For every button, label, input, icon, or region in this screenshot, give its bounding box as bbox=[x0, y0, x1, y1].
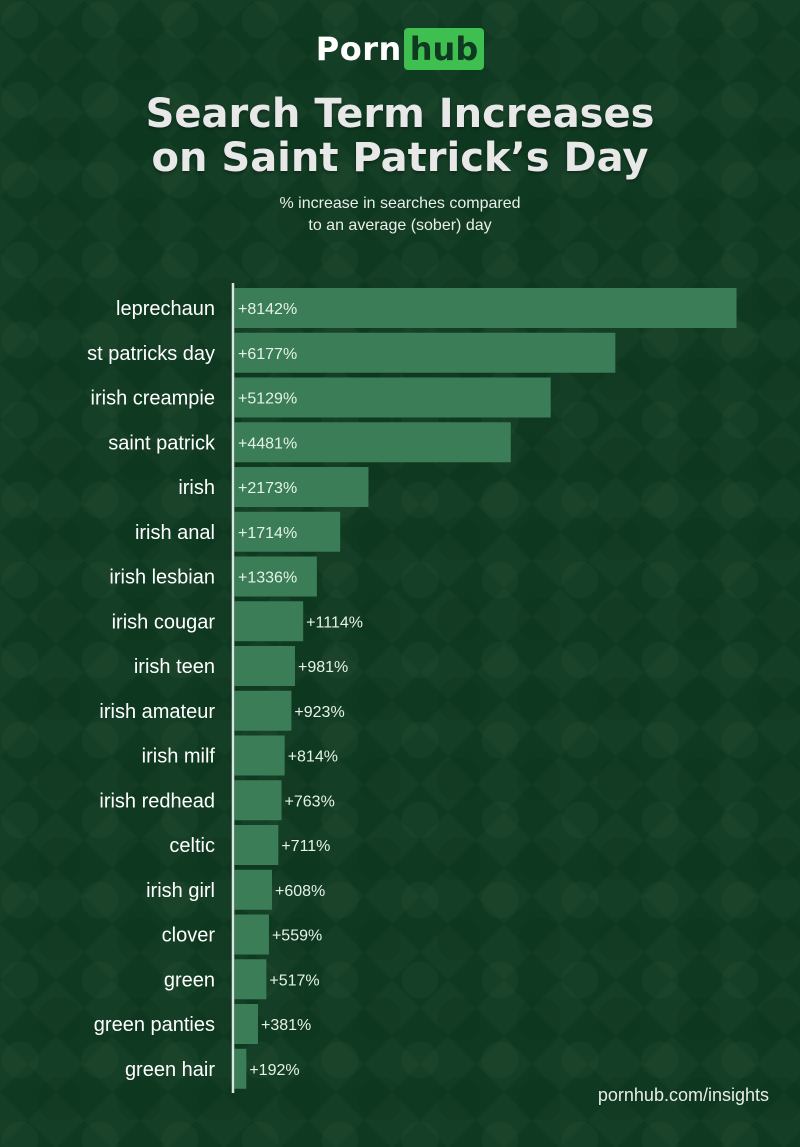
source-link[interactable]: pornhub.com/insights bbox=[597, 1085, 769, 1105]
category-label-11: irish redhead bbox=[99, 790, 215, 812]
value-label-16: +381% bbox=[261, 1017, 311, 1034]
bar-11 bbox=[234, 780, 282, 821]
category-label-6: irish lesbian bbox=[109, 567, 215, 589]
value-label-9: +923% bbox=[294, 704, 344, 721]
category-label-9: irish amateur bbox=[99, 701, 215, 723]
bar-12 bbox=[234, 825, 279, 865]
bar-7 bbox=[234, 601, 304, 642]
bar-15 bbox=[234, 959, 267, 1000]
bar-8 bbox=[234, 646, 295, 686]
category-label-14: clover bbox=[162, 925, 216, 947]
bar-2 bbox=[234, 377, 551, 418]
bar-4 bbox=[234, 467, 369, 507]
chart-title-line-2: on Saint Patrick’s Day bbox=[151, 135, 649, 181]
chart-title-line-1: Search Term Increases bbox=[145, 91, 655, 137]
category-label-15: green bbox=[164, 969, 215, 991]
category-label-0: leprechaun bbox=[116, 298, 215, 320]
category-label-7: irish cougar bbox=[112, 611, 216, 633]
category-label-8: irish teen bbox=[134, 656, 215, 678]
bar-6 bbox=[234, 556, 317, 597]
bar-17 bbox=[234, 1048, 247, 1089]
logo-text-a: Porn bbox=[315, 30, 402, 68]
chart-subtitle: % increase in searches compared to an av… bbox=[0, 193, 800, 237]
bar-10 bbox=[234, 735, 285, 776]
chart-subtitle-line-2: to an average (sober) day bbox=[308, 217, 492, 234]
category-label-13: irish girl bbox=[146, 880, 215, 902]
value-label-1: +6177% bbox=[238, 346, 297, 363]
value-label-6: +1336% bbox=[238, 570, 297, 587]
value-label-0: +8142% bbox=[238, 301, 297, 318]
chart-subtitle-line-1: % increase in searches compared bbox=[279, 195, 521, 212]
bar-1 bbox=[234, 332, 616, 373]
bar-3 bbox=[234, 422, 511, 463]
category-label-5: irish anal bbox=[135, 522, 215, 544]
category-label-4: irish bbox=[178, 477, 215, 499]
value-label-12: +711% bbox=[281, 838, 330, 855]
category-label-2: irish creampie bbox=[91, 388, 215, 410]
value-label-10: +814% bbox=[288, 749, 338, 766]
bar-13 bbox=[234, 869, 272, 910]
category-label-1: st patricks day bbox=[87, 343, 215, 365]
chart-title: Search Term Increases on Saint Patrick’s… bbox=[0, 92, 800, 180]
value-label-7: +1114% bbox=[306, 614, 363, 631]
category-label-17: green hair bbox=[125, 1059, 215, 1081]
brand-logo: Porn hub bbox=[0, 28, 800, 70]
bar-16 bbox=[234, 1004, 258, 1044]
value-label-17: +192% bbox=[249, 1062, 299, 1079]
category-label-12: celtic bbox=[169, 835, 215, 857]
value-label-4: +2173% bbox=[238, 480, 297, 497]
value-label-3: +4481% bbox=[238, 435, 297, 452]
value-label-11: +763% bbox=[285, 793, 335, 810]
bar-14 bbox=[234, 914, 269, 955]
category-label-10: irish milf bbox=[142, 746, 216, 768]
value-label-5: +1714% bbox=[238, 525, 297, 542]
category-label-3: saint patrick bbox=[108, 432, 216, 454]
value-label-15: +517% bbox=[269, 972, 319, 989]
value-label-14: +559% bbox=[272, 928, 322, 945]
bar-9 bbox=[234, 690, 292, 731]
value-label-2: +5129% bbox=[238, 391, 297, 408]
bar-5 bbox=[234, 511, 341, 552]
value-label-13: +608% bbox=[275, 883, 325, 900]
bar-0 bbox=[234, 288, 737, 328]
category-label-16: green panties bbox=[94, 1014, 215, 1036]
value-label-8: +981% bbox=[298, 659, 348, 676]
logo-text-b: hub bbox=[403, 28, 485, 70]
